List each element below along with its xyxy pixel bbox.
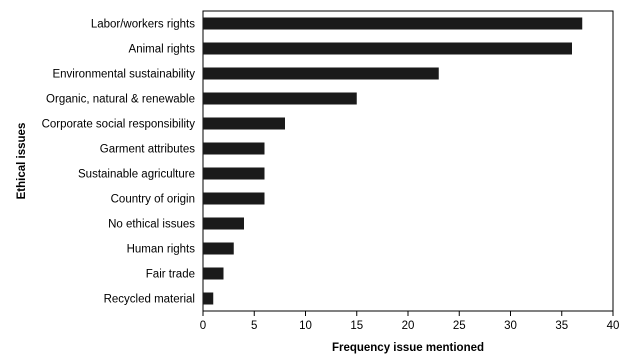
x-tick-label: 10 bbox=[299, 320, 312, 332]
category-label: Corporate social responsibility bbox=[42, 119, 196, 131]
category-label: Fair trade bbox=[146, 269, 195, 281]
category-label: Recycled material bbox=[104, 294, 195, 306]
category-label: Organic, natural & renewable bbox=[46, 94, 195, 106]
bar bbox=[203, 167, 265, 180]
bar bbox=[203, 42, 572, 55]
plot-frame bbox=[202, 10, 614, 312]
x-axis: 0 5 10 15 20 25 30 35 40 bbox=[200, 311, 620, 332]
bar bbox=[203, 92, 357, 105]
bar bbox=[203, 192, 265, 205]
x-tick-label: 40 bbox=[607, 320, 620, 332]
bar bbox=[203, 242, 234, 255]
y-axis-title: Ethical issues bbox=[16, 123, 28, 200]
bar bbox=[203, 67, 439, 80]
bar-group bbox=[203, 17, 583, 305]
x-tick-label: 20 bbox=[402, 320, 415, 332]
bar bbox=[203, 117, 285, 130]
x-tick-label: 25 bbox=[453, 320, 466, 332]
x-tick-label: 15 bbox=[350, 320, 363, 332]
x-tick-label: 5 bbox=[251, 320, 257, 332]
category-label: Garment attributes bbox=[100, 144, 195, 156]
x-tick-label: 30 bbox=[504, 320, 517, 332]
category-label: No ethical issues bbox=[108, 219, 195, 231]
category-label: Country of origin bbox=[111, 194, 195, 206]
category-label: Sustainable agriculture bbox=[78, 169, 195, 181]
x-tick-label: 0 bbox=[200, 320, 206, 332]
category-label: Animal rights bbox=[129, 44, 196, 56]
bar bbox=[203, 267, 224, 280]
bar bbox=[203, 292, 214, 305]
category-labels: Labor/workers rights Animal rights Environ… bbox=[42, 19, 196, 306]
category-label: Labor/workers rights bbox=[91, 19, 195, 31]
x-axis-title: Frequency issue mentioned bbox=[332, 342, 484, 354]
bar bbox=[203, 17, 583, 30]
bar bbox=[203, 217, 244, 230]
category-label: Environmental sustainability bbox=[52, 69, 195, 81]
x-tick-label: 35 bbox=[555, 320, 568, 332]
bar bbox=[203, 142, 265, 155]
category-label: Human rights bbox=[127, 244, 196, 256]
